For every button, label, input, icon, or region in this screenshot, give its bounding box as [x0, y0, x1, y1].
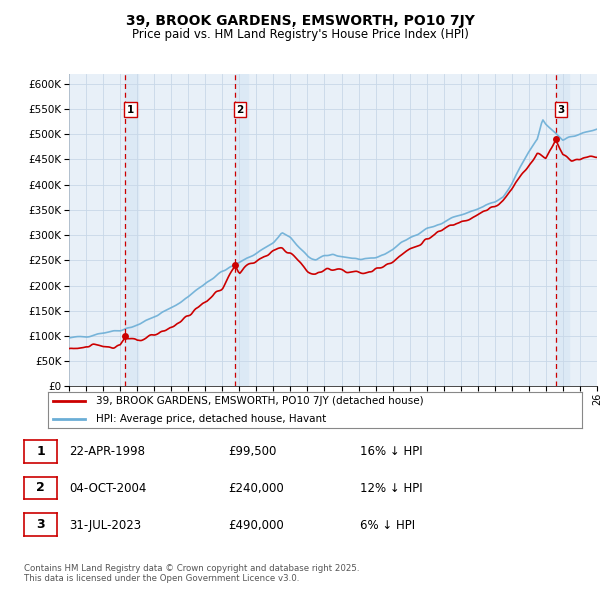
Text: 6% ↓ HPI: 6% ↓ HPI	[360, 519, 415, 532]
Text: 3: 3	[36, 518, 45, 531]
Bar	[556, 74, 569, 386]
Text: 1: 1	[127, 104, 134, 114]
Text: 22-APR-1998: 22-APR-1998	[69, 445, 145, 458]
Text: Price paid vs. HM Land Registry's House Price Index (HPI): Price paid vs. HM Land Registry's House …	[131, 28, 469, 41]
Bar	[125, 74, 138, 386]
Text: £490,000: £490,000	[228, 519, 284, 532]
Bar	[235, 74, 248, 386]
Text: 3: 3	[557, 104, 565, 114]
Text: £99,500: £99,500	[228, 445, 277, 458]
Text: Contains HM Land Registry data © Crown copyright and database right 2025.
This d: Contains HM Land Registry data © Crown c…	[24, 563, 359, 583]
Text: 39, BROOK GARDENS, EMSWORTH, PO10 7JY (detached house): 39, BROOK GARDENS, EMSWORTH, PO10 7JY (d…	[96, 396, 424, 406]
Text: 04-OCT-2004: 04-OCT-2004	[69, 482, 146, 495]
Text: 2: 2	[236, 104, 244, 114]
Text: 39, BROOK GARDENS, EMSWORTH, PO10 7JY: 39, BROOK GARDENS, EMSWORTH, PO10 7JY	[125, 14, 475, 28]
Text: HPI: Average price, detached house, Havant: HPI: Average price, detached house, Hava…	[96, 414, 326, 424]
Text: 31-JUL-2023: 31-JUL-2023	[69, 519, 141, 532]
Text: £240,000: £240,000	[228, 482, 284, 495]
Text: 2: 2	[36, 481, 45, 494]
Text: 16% ↓ HPI: 16% ↓ HPI	[360, 445, 422, 458]
Text: 12% ↓ HPI: 12% ↓ HPI	[360, 482, 422, 495]
Text: 1: 1	[36, 445, 45, 458]
